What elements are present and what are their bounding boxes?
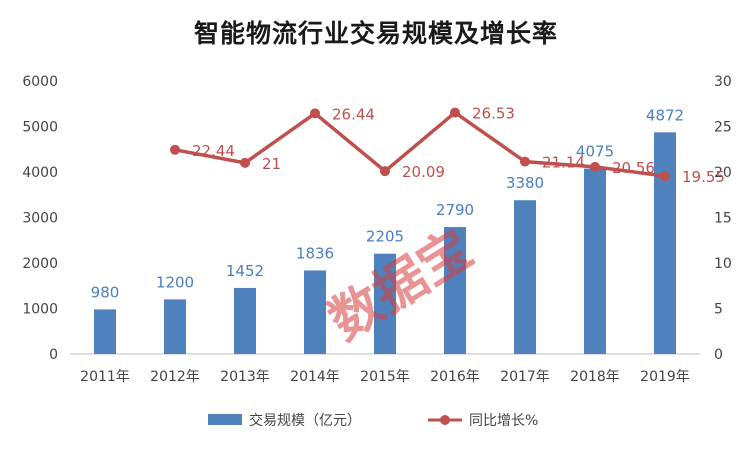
legend-label: 交易规模（亿元） [249, 412, 361, 429]
bar-data-label: 4872 [646, 106, 684, 124]
y-left-tick-label: 1000 [22, 302, 58, 318]
y-left-tick-label: 5000 [22, 120, 58, 136]
legend-line-marker [440, 415, 450, 425]
line-point [170, 144, 180, 155]
x-tick-label: 2015年 [360, 369, 410, 385]
bar [444, 227, 466, 354]
y-left-tick-label: 6000 [22, 74, 58, 90]
y-right-tick-label: 25 [714, 120, 732, 136]
legend-bar-swatch [208, 414, 242, 425]
bar [584, 168, 606, 354]
y-left-tick-label: 4000 [22, 165, 58, 181]
y-left-tick-label: 0 [49, 347, 58, 363]
x-tick-label: 2011年 [80, 369, 130, 385]
bar-data-label: 1836 [296, 244, 334, 262]
bar-data-label: 4075 [576, 143, 614, 161]
line-data-label: 20.56 [612, 159, 655, 177]
x-tick-label: 2019年 [640, 369, 690, 385]
bar-data-label: 3380 [506, 174, 544, 192]
legend-label: 同比增长% [469, 413, 538, 429]
bar-data-label: 980 [91, 283, 120, 301]
y-left-tick-label: 2000 [22, 256, 58, 272]
x-tick-label: 2018年 [570, 369, 620, 385]
bar-data-label: 1452 [226, 262, 264, 280]
line-point [450, 107, 460, 118]
bar [654, 132, 676, 354]
bar [234, 287, 256, 354]
x-tick-label: 2017年 [500, 369, 550, 385]
y-right-tick-label: 20 [714, 165, 732, 181]
y-right-tick-label: 0 [714, 347, 723, 363]
line-data-label: 26.44 [332, 105, 375, 123]
line-data-label: 20.09 [402, 163, 445, 181]
y-right-tick-label: 30 [714, 74, 732, 90]
line-point [520, 156, 530, 167]
line-point [240, 157, 250, 168]
line-point [590, 161, 600, 172]
line-data-label: 22.44 [192, 142, 235, 160]
x-tick-label: 2014年 [290, 369, 340, 385]
bar [304, 270, 326, 354]
line-point [310, 108, 320, 119]
bar [514, 200, 536, 354]
y-right-tick-label: 10 [714, 256, 732, 272]
line-data-label: 26.53 [472, 105, 515, 123]
y-right-tick-label: 15 [714, 211, 732, 227]
bar [164, 299, 186, 354]
x-tick-label: 2016年 [430, 369, 480, 385]
line-series-path [174, 110, 666, 178]
bar-data-label: 1200 [156, 273, 194, 291]
bar [374, 253, 396, 354]
line-data-label: 21.14 [542, 154, 585, 172]
x-tick-label: 2012年 [150, 369, 200, 385]
line-point [380, 166, 390, 177]
bar-data-label: 2205 [366, 228, 404, 246]
line-data-label: 21 [262, 155, 281, 173]
x-tick-label: 2013年 [220, 369, 270, 385]
line-point [660, 171, 670, 182]
y-right-tick-label: 5 [714, 302, 723, 318]
bar-data-label: 2790 [436, 201, 474, 219]
line-data-label: 19.55 [682, 168, 725, 186]
chart-title: 智能物流行业交易规模及增长率 [193, 19, 558, 48]
bar [94, 309, 116, 354]
y-left-tick-label: 3000 [22, 211, 58, 227]
